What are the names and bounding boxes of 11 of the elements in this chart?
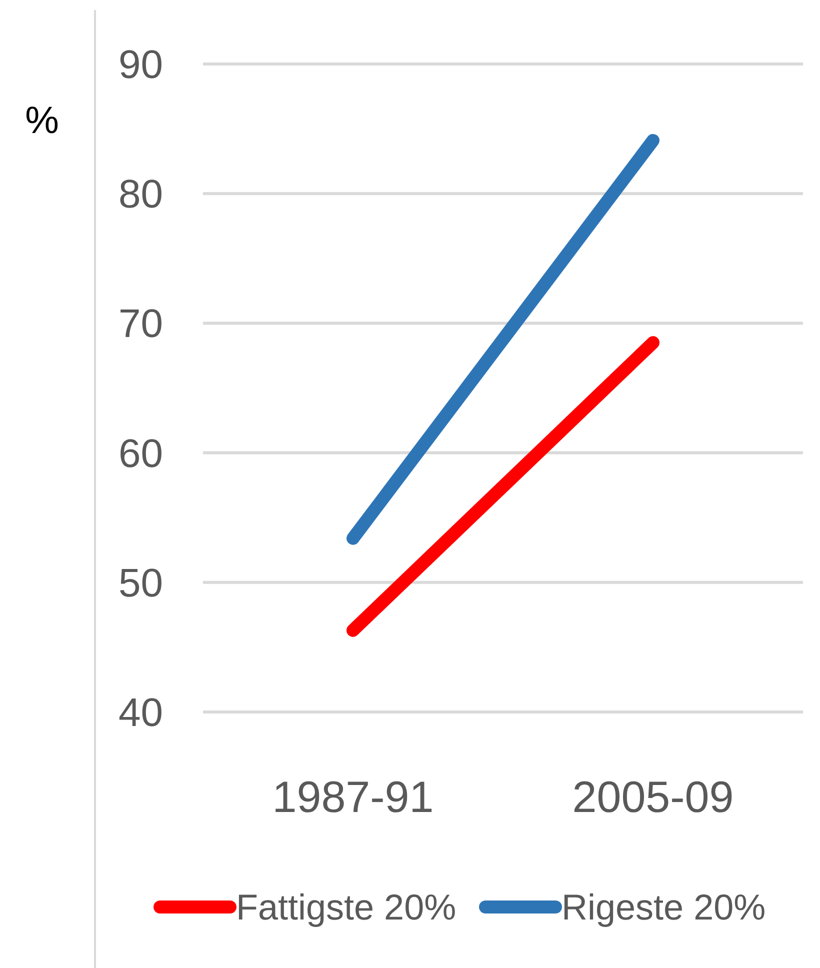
y-tick-label: 80 bbox=[118, 172, 163, 217]
x-tick-label: 1987-91 bbox=[272, 773, 434, 822]
y-tick-label: 60 bbox=[118, 432, 163, 476]
x-tick-label: 2005-09 bbox=[572, 773, 734, 822]
legend-label: Rigeste 20% bbox=[562, 886, 766, 928]
y-tick-label: 40 bbox=[118, 691, 163, 735]
legend-label: Fattigste 20% bbox=[236, 886, 456, 928]
y-tick-label: 50 bbox=[118, 561, 163, 606]
y-tick-label: 90 bbox=[118, 43, 163, 87]
y-axis-title: % bbox=[25, 100, 59, 142]
y-tick-label: 70 bbox=[118, 302, 163, 346]
